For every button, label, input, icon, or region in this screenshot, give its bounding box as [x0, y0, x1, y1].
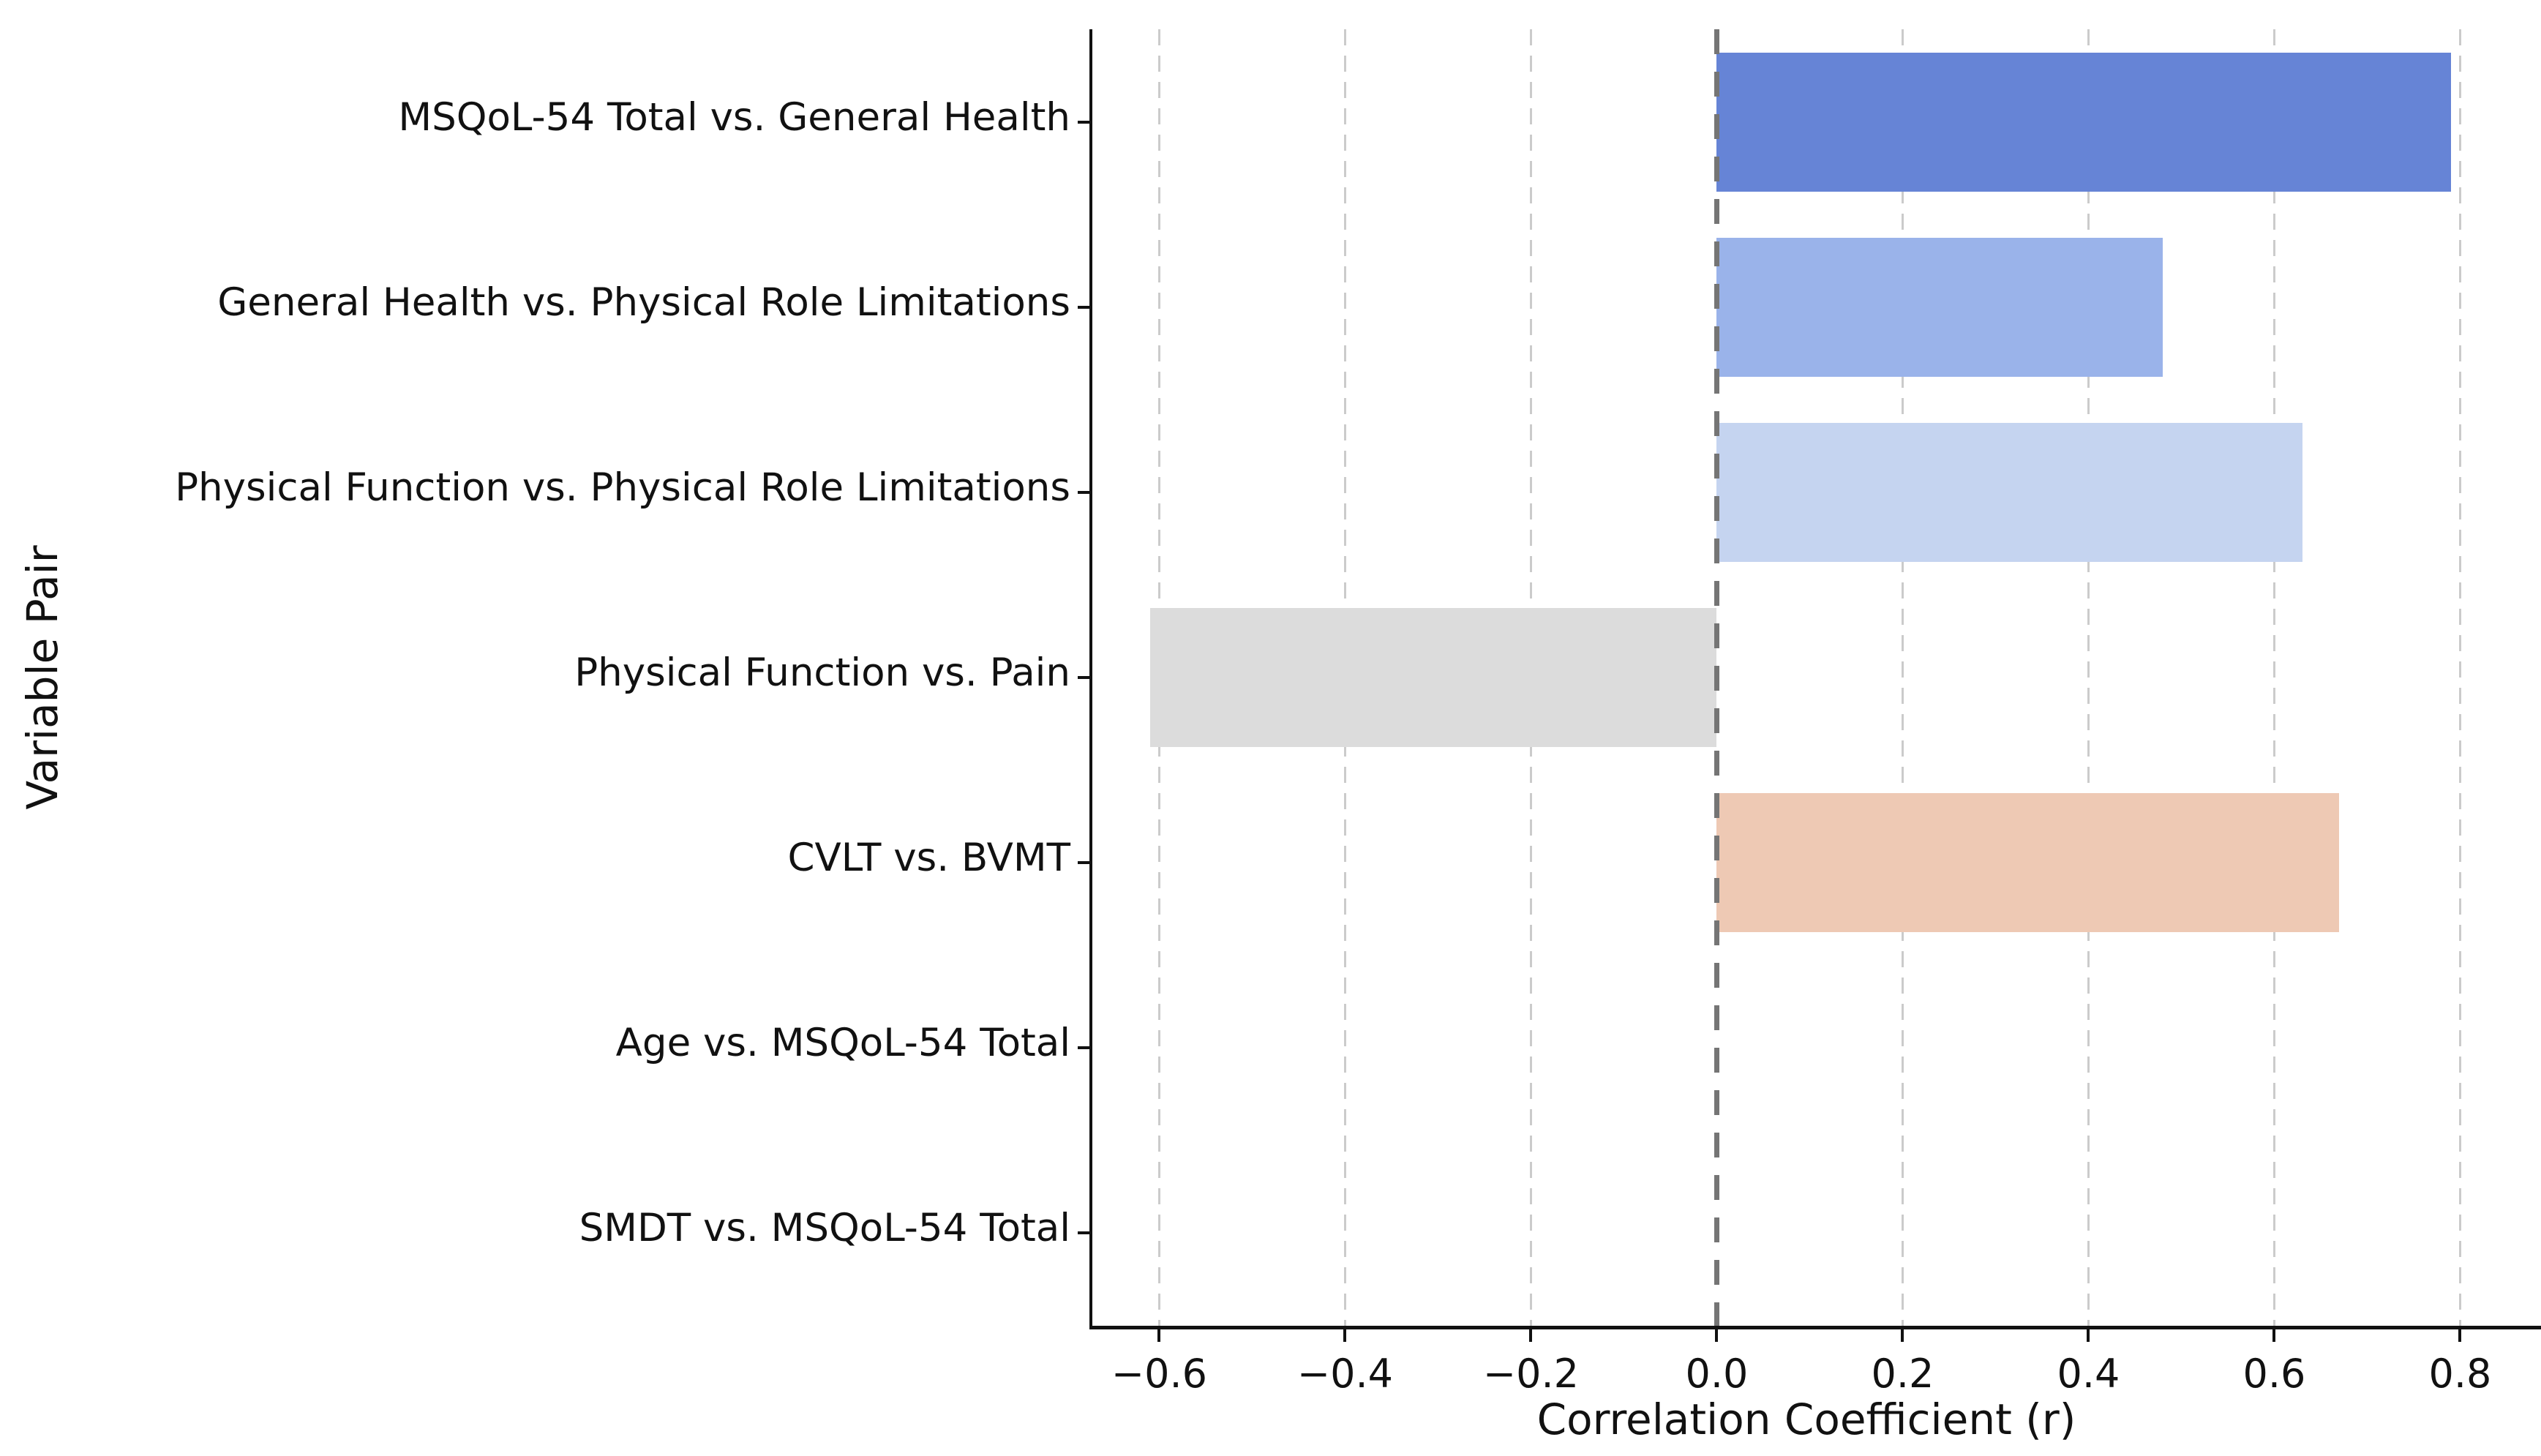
y-tick — [1078, 676, 1092, 679]
x-tick — [1529, 1326, 1533, 1342]
x-tick — [2272, 1326, 2276, 1342]
x-tick — [1157, 1326, 1161, 1342]
x-tick-label: −0.2 — [1482, 1351, 1579, 1397]
x-tick-label: 0.8 — [2428, 1351, 2492, 1397]
x-tick-label: −0.4 — [1296, 1351, 1393, 1397]
x-tick — [1715, 1326, 1719, 1342]
gridline — [1901, 29, 1904, 1326]
gridline — [2087, 29, 2090, 1326]
y-tick-label: General Health vs. Physical Role Limitat… — [217, 279, 1070, 325]
bar — [1149, 608, 1717, 747]
x-axis-label: Correlation Coefficient (r) — [1536, 1395, 2076, 1444]
y-tick-label: CVLT vs. BVMT — [787, 836, 1070, 881]
gridline — [2458, 29, 2461, 1326]
x-tick — [1901, 1326, 1904, 1342]
x-tick — [2458, 1326, 2462, 1342]
x-tick-label: −0.6 — [1111, 1351, 1207, 1397]
y-tick — [1078, 1231, 1092, 1235]
x-tick — [1343, 1326, 1347, 1342]
y-tick — [1078, 861, 1092, 865]
x-tick-label: 0.6 — [2242, 1351, 2306, 1397]
y-tick-label: Age vs. MSQoL-54 Total — [615, 1021, 1070, 1066]
bar — [1716, 237, 2163, 377]
bar — [1716, 422, 2302, 562]
bar — [1716, 52, 2451, 192]
x-tick-label: 0.2 — [1871, 1351, 1934, 1397]
bar — [1716, 793, 2340, 933]
x-tick-label: 0.4 — [2057, 1351, 2120, 1397]
y-tick-label: Physical Function vs. Physical Role Limi… — [175, 465, 1070, 510]
x-axis-spine — [1089, 1326, 2541, 1329]
y-tick — [1078, 490, 1092, 494]
y-axis-spine — [1089, 29, 1092, 1329]
x-tick — [2087, 1326, 2090, 1342]
y-tick — [1078, 1046, 1092, 1050]
y-tick — [1078, 305, 1092, 309]
y-tick-label: Physical Function vs. Pain — [574, 650, 1070, 695]
x-tick-label: 0.0 — [1685, 1351, 1749, 1397]
y-tick — [1078, 120, 1092, 124]
gridline — [2272, 29, 2275, 1326]
zero-reference-line — [1714, 29, 1719, 1326]
y-tick-label: SMDT vs. MSQoL-54 Total — [579, 1206, 1070, 1251]
y-tick-label: MSQoL-54 Total vs. General Health — [398, 94, 1070, 140]
